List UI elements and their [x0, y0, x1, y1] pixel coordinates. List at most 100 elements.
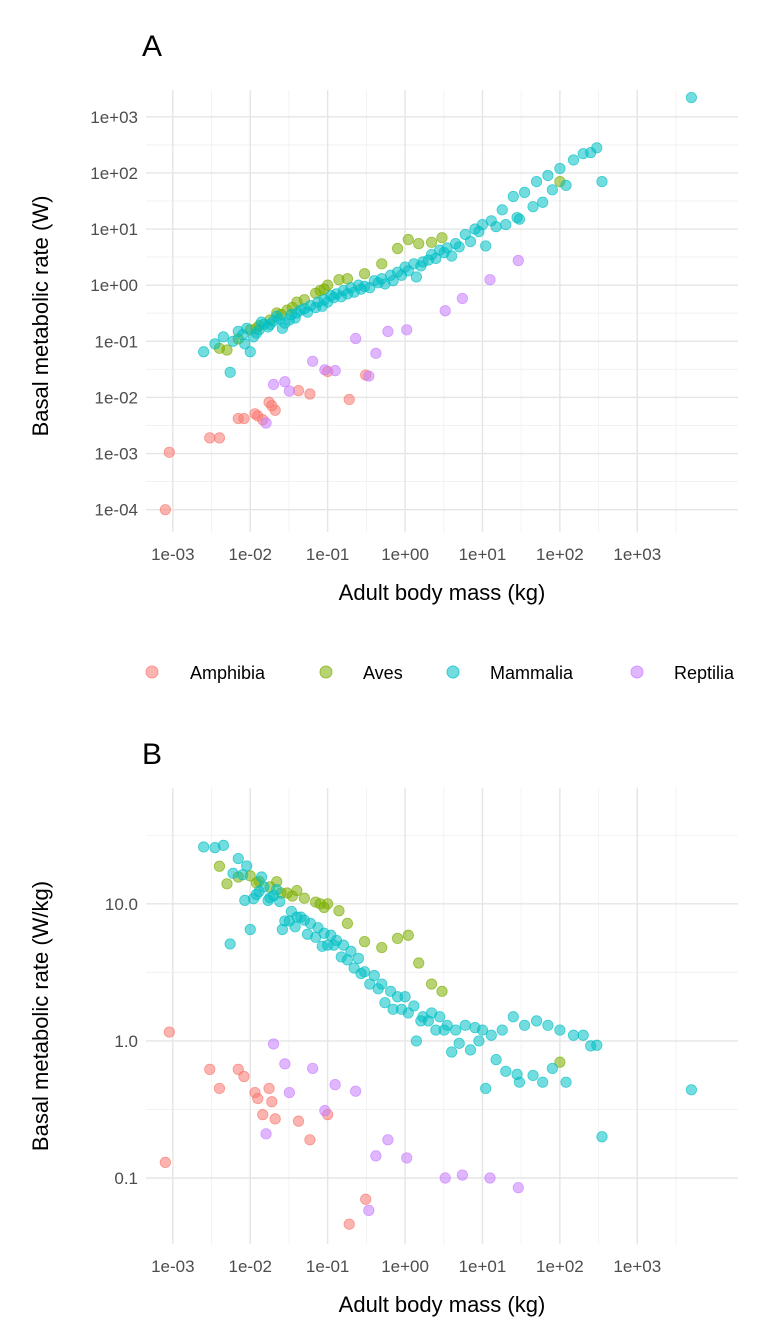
panel-b-x-tick-label: 1e+01	[459, 1257, 507, 1276]
point-reptilia	[439, 1172, 451, 1184]
legend-label-aves: Aves	[363, 663, 403, 683]
point-mammalia	[295, 304, 307, 316]
point-reptilia	[512, 1182, 524, 1194]
point-mammalia	[217, 839, 230, 851]
point-reptilia	[283, 385, 295, 397]
point-amphibia	[213, 432, 226, 444]
point-mammalia	[348, 286, 360, 298]
panel-a-x-tick-label: 1e+00	[381, 545, 429, 564]
panel-a-y-tick-labels: 1e-04 1e-03 1e-02 1e-01 1e+00 1e+01 1e+02 1e+03	[90, 108, 138, 520]
point-mammalia	[322, 296, 334, 308]
point-mammalia	[209, 338, 221, 350]
panel-b-y-tick-label: 1.0	[114, 1032, 138, 1051]
panel-a-x-tick-label: 1e+01	[459, 545, 507, 564]
point-aves	[213, 860, 226, 872]
point-mammalia	[295, 911, 307, 923]
point-reptilia	[484, 274, 496, 286]
panel-b-y-tick-labels: 0.1 1.0 10.0	[105, 895, 138, 1188]
point-amphibia	[238, 412, 250, 425]
point-mammalia	[395, 269, 408, 281]
point-mammalia	[542, 1019, 554, 1031]
point-reptilia	[370, 347, 382, 359]
panel-b-grid	[146, 788, 738, 1244]
point-mammalia	[224, 938, 236, 950]
point-mammalia	[399, 991, 411, 1003]
point-aves	[391, 932, 404, 944]
point-mammalia	[310, 931, 322, 943]
panel-a-y-tick-label: 1e-02	[95, 388, 138, 407]
point-reptilia	[329, 1079, 341, 1091]
point-mammalia	[554, 162, 566, 175]
point-aves	[425, 978, 438, 990]
point-mammalia	[685, 91, 697, 104]
panel-b-y-tick-label: 0.1	[114, 1169, 138, 1188]
point-mammalia	[446, 1046, 458, 1058]
point-amphibia	[343, 1218, 355, 1230]
point-mammalia	[198, 346, 210, 358]
point-mammalia	[530, 175, 543, 188]
point-mammalia	[379, 997, 391, 1009]
point-mammalia	[352, 952, 365, 964]
point-reptilia	[382, 1134, 394, 1146]
point-mammalia	[217, 331, 230, 343]
point-mammalia	[537, 1076, 549, 1088]
panel-a-y-tick-label: 1e-03	[95, 445, 138, 464]
legend-label-amphibia: Amphibia	[190, 663, 266, 683]
panel-a-y-tick-label: 1e+02	[90, 164, 138, 183]
point-reptilia	[512, 254, 524, 267]
point-mammalia	[542, 169, 554, 182]
point-mammalia	[372, 983, 384, 995]
panel-b-x-tick-label: 1e+00	[381, 1257, 429, 1276]
point-mammalia	[537, 196, 549, 208]
legend-swatch-mammalia	[446, 665, 460, 679]
panel-a-y-tick-label: 1e-04	[95, 501, 138, 520]
point-mammalia	[438, 247, 450, 259]
point-amphibia	[304, 388, 316, 400]
point-aves	[286, 890, 298, 902]
point-mammalia	[348, 962, 360, 974]
legend: Amphibia Aves Mammalia Reptilia	[145, 663, 735, 683]
point-reptilia	[382, 325, 394, 338]
point-mammalia	[241, 322, 253, 334]
point-aves	[221, 344, 233, 356]
panel-a-x-tick-label: 1e-03	[151, 545, 194, 564]
point-mammalia	[527, 201, 539, 213]
point-aves	[298, 892, 310, 904]
point-mammalia	[276, 923, 288, 936]
point-mammalia	[198, 841, 210, 853]
point-reptilia	[484, 1172, 496, 1184]
point-mammalia	[596, 175, 608, 188]
point-mammalia	[283, 314, 295, 326]
point-reptilia	[439, 305, 451, 317]
panel-b-y-tick-label: 10.0	[105, 895, 138, 914]
panel-b-x-tick-labels: 1e-03 1e-02 1e-01 1e+00 1e+01 1e+02 1e+03	[151, 1257, 661, 1276]
point-amphibia	[304, 1134, 316, 1146]
point-reptilia	[350, 332, 362, 345]
point-reptilia	[401, 324, 413, 336]
point-mammalia	[518, 186, 531, 198]
point-amphibia	[252, 1092, 264, 1105]
point-aves	[425, 236, 438, 248]
point-mammalia	[453, 241, 465, 253]
point-mammalia	[335, 951, 347, 963]
point-mammalia	[422, 1015, 434, 1027]
point-mammalia	[335, 291, 347, 303]
panel-a: A 1e-03 1e-02 1e-01 1e+00 1e+01 1e+02 1e+03 1e…	[28, 30, 738, 605]
panel-b-x-tick-label: 1e+03	[613, 1257, 661, 1276]
point-mammalia	[473, 1035, 485, 1047]
point-reptilia	[267, 1038, 280, 1050]
panel-b-x-axis-title: Adult body mass (kg)	[339, 1292, 546, 1317]
point-aves	[358, 936, 371, 948]
panel-b-x-tick-label: 1e-02	[229, 1257, 272, 1276]
point-mammalia	[511, 1068, 523, 1080]
point-reptilia	[283, 1086, 295, 1099]
point-mammalia	[224, 366, 236, 378]
point-mammalia	[250, 327, 262, 339]
point-mammalia	[410, 271, 422, 283]
point-reptilia	[363, 1204, 375, 1217]
point-mammalia	[227, 335, 239, 347]
point-mammalia	[255, 871, 268, 883]
panel-a-x-tick-label: 1e+03	[613, 545, 661, 564]
point-mammalia	[485, 1029, 497, 1041]
point-mammalia	[567, 154, 580, 166]
